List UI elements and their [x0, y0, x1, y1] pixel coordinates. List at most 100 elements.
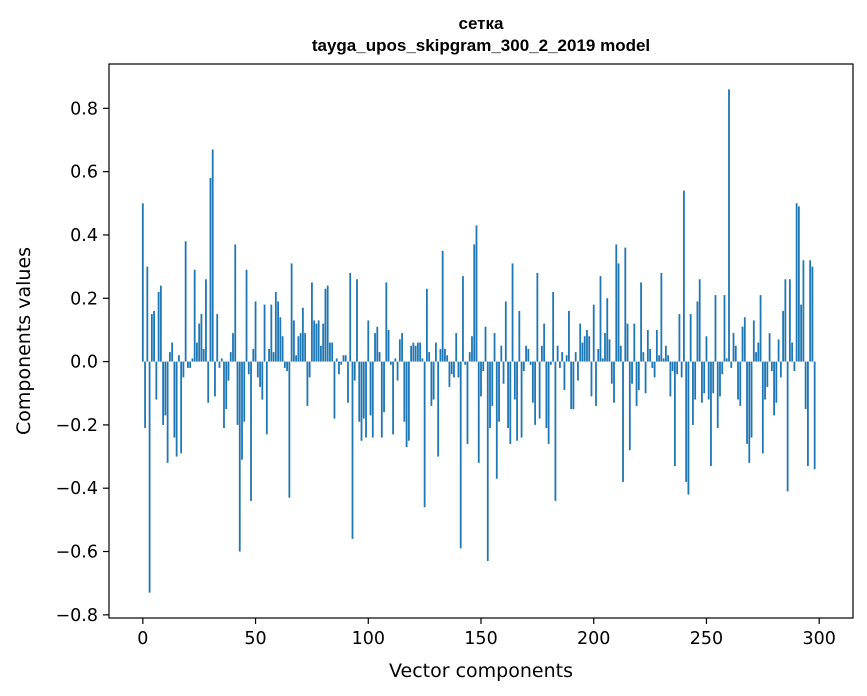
- bar: [703, 361, 706, 394]
- bar: [344, 355, 347, 362]
- bar: [764, 361, 766, 400]
- bar: [394, 358, 397, 362]
- bar: [299, 333, 302, 362]
- bar: [495, 361, 498, 479]
- bar: [804, 361, 807, 410]
- y-tick-label: 0.0: [70, 353, 98, 373]
- bar: [141, 203, 144, 362]
- bar: [425, 288, 428, 362]
- bar: [259, 361, 261, 387]
- bar: [286, 361, 289, 372]
- bar: [525, 345, 527, 362]
- bar: [752, 320, 755, 362]
- bar: [755, 352, 757, 362]
- bar: [502, 361, 505, 384]
- bar: [464, 361, 467, 365]
- x-tick-label: 200: [577, 629, 610, 649]
- bar: [624, 247, 627, 362]
- bar: [507, 361, 509, 429]
- bar: [401, 333, 403, 362]
- bar: [669, 361, 672, 397]
- bar: [568, 310, 570, 362]
- bar: [311, 282, 313, 362]
- bar: [173, 361, 176, 438]
- bar: [680, 361, 683, 378]
- bar: [655, 329, 658, 362]
- bar: [189, 361, 192, 368]
- bar: [428, 352, 431, 362]
- bar: [768, 333, 771, 362]
- bar: [252, 348, 255, 362]
- bar: [229, 352, 232, 362]
- bar: [811, 266, 814, 362]
- bar: [710, 361, 712, 467]
- bar: [543, 323, 546, 362]
- bar: [263, 304, 266, 362]
- bar: [770, 361, 773, 372]
- bar: [317, 320, 320, 362]
- bar: [498, 361, 500, 422]
- bar: [633, 323, 636, 362]
- bar: [547, 361, 550, 444]
- bar: [419, 342, 422, 362]
- bar: [653, 361, 656, 378]
- bar: [673, 361, 676, 467]
- bar: [331, 342, 334, 362]
- bar: [807, 361, 809, 467]
- bar: [577, 361, 579, 381]
- bar: [473, 244, 476, 362]
- x-tick-label: 150: [464, 629, 497, 649]
- y-tick-label: −0.8: [56, 606, 99, 626]
- bar: [574, 352, 577, 362]
- bar: [696, 301, 699, 362]
- bar: [468, 352, 471, 362]
- bar: [304, 333, 307, 362]
- bar: [570, 361, 573, 410]
- bar: [437, 361, 440, 457]
- bar: [797, 206, 800, 362]
- bar: [335, 358, 338, 362]
- bar: [520, 361, 523, 438]
- bar: [698, 279, 701, 362]
- bars-group: [141, 89, 816, 593]
- bar: [692, 361, 694, 425]
- bar: [247, 361, 250, 375]
- bar: [245, 269, 248, 362]
- bar: [579, 323, 582, 362]
- bar: [448, 361, 451, 387]
- bar: [171, 342, 174, 362]
- bar: [313, 320, 316, 362]
- bar: [500, 345, 503, 362]
- bar: [604, 333, 606, 362]
- bar: [608, 339, 611, 362]
- bar: [716, 361, 719, 429]
- bar: [788, 279, 791, 362]
- bar: [795, 203, 798, 362]
- bar: [730, 361, 733, 368]
- bar: [159, 285, 162, 362]
- bar: [283, 361, 286, 368]
- bar: [155, 361, 158, 400]
- bar: [342, 355, 345, 362]
- bar: [301, 307, 304, 362]
- y-tick-label: −0.4: [56, 479, 99, 499]
- bar: [389, 361, 392, 365]
- bar: [416, 342, 419, 362]
- bar: [347, 361, 349, 403]
- bar: [687, 361, 690, 495]
- bar: [358, 361, 361, 422]
- bar: [268, 348, 270, 362]
- bar: [227, 361, 230, 381]
- bar: [549, 361, 552, 365]
- bar: [369, 361, 372, 416]
- bar: [367, 320, 370, 362]
- bar: [649, 348, 651, 362]
- bar: [642, 352, 645, 362]
- bar: [421, 358, 424, 362]
- bar: [148, 361, 151, 593]
- bar: [150, 314, 153, 362]
- bar: [689, 314, 692, 362]
- bar: [534, 361, 537, 425]
- bar: [554, 361, 557, 501]
- bar: [466, 361, 469, 444]
